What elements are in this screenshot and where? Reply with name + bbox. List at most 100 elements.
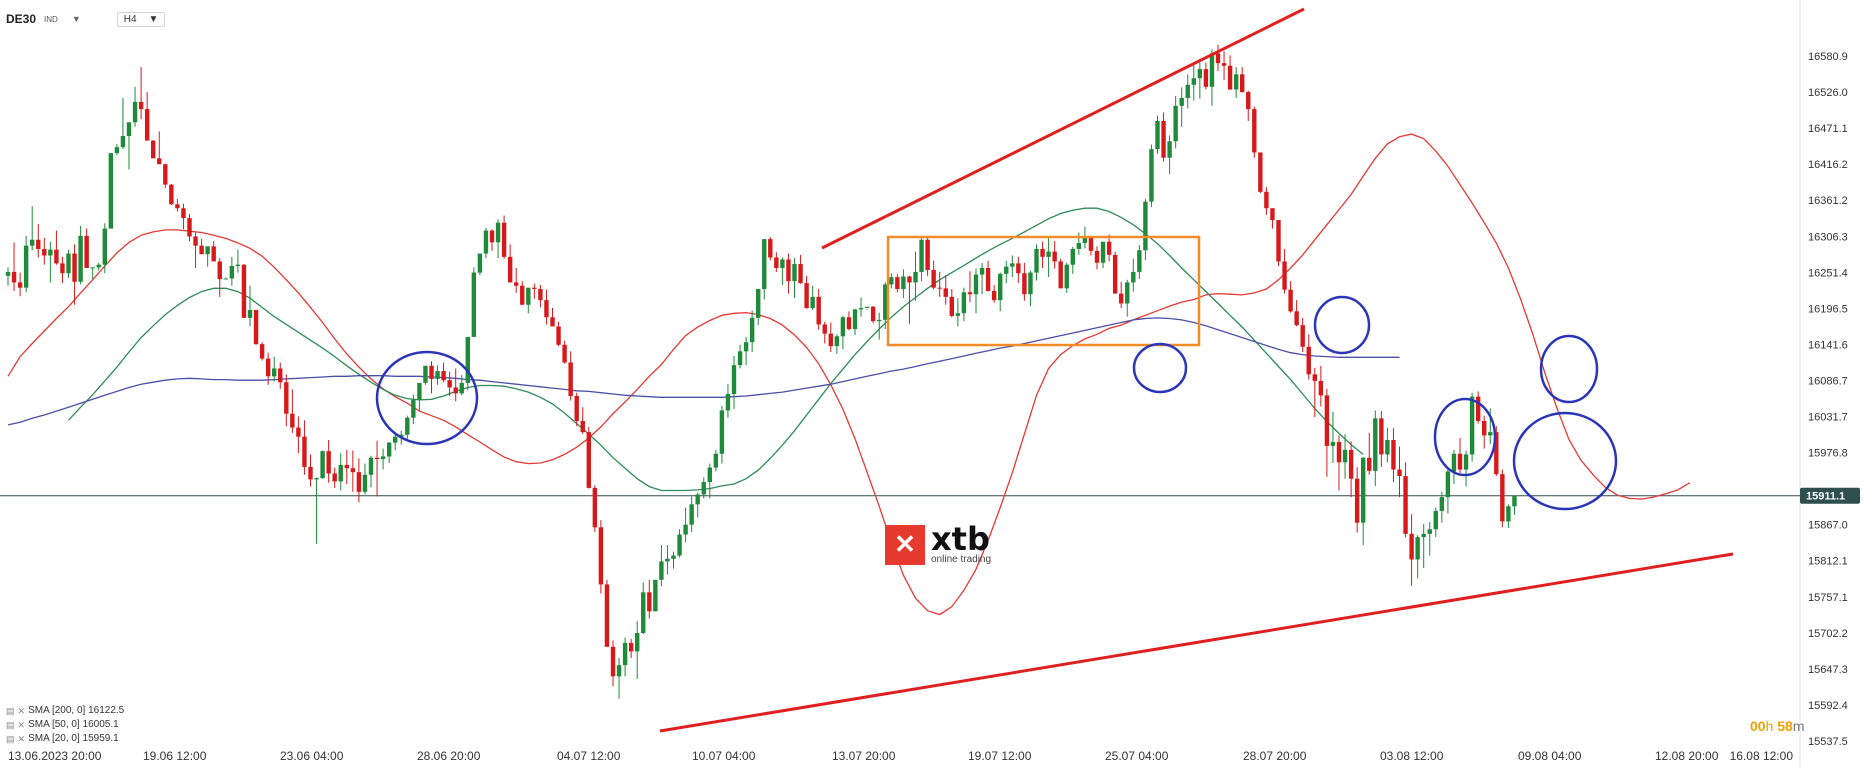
settings-icon[interactable]: ▤: [6, 706, 15, 716]
candle-body: [126, 122, 132, 137]
candle-body: [1294, 311, 1299, 326]
upper-trendline: [821, 7, 1305, 250]
candle-body: [386, 442, 392, 457]
candle-body: [1258, 152, 1263, 192]
candle-body: [616, 665, 622, 677]
candle-body: [798, 264, 803, 284]
candle-body: [1361, 457, 1366, 523]
close-icon[interactable]: ✕: [17, 706, 26, 716]
y-tick-label: 15592.4: [1808, 700, 1848, 712]
candle-body: [1088, 237, 1094, 251]
lower-trendline: [659, 552, 1734, 733]
x-tick-label: 03.08 12:00: [1380, 749, 1444, 763]
settings-icon[interactable]: ▤: [6, 720, 15, 730]
candle-body: [90, 267, 95, 269]
candle-body: [1282, 261, 1287, 290]
legend-label: SMA [200, 0] 16122.5: [28, 705, 125, 716]
xtb-logo: ✕ xtb online trading: [885, 523, 991, 565]
candle-body: [453, 387, 458, 394]
candle-body: [532, 287, 537, 289]
legend-item-sma200[interactable]: ▤ ✕ SMA [200, 0] 16122.5: [6, 704, 124, 718]
candle-body: [870, 306, 876, 322]
candle-body: [768, 239, 773, 258]
candle-body: [302, 436, 307, 467]
legend-label: SMA [50, 0] 16005.1: [28, 719, 119, 730]
candle-body: [943, 288, 948, 297]
highlight-circle: [375, 350, 479, 446]
close-icon[interactable]: ✕: [17, 734, 26, 744]
candle-body: [66, 253, 71, 274]
symbol-label[interactable]: DE30: [6, 12, 37, 26]
candle-body: [114, 147, 120, 154]
candle-body: [78, 235, 83, 282]
candle-body: [689, 504, 694, 525]
candle-body: [991, 290, 997, 301]
candle-body: [792, 264, 797, 282]
settings-icon[interactable]: ▤: [6, 734, 15, 744]
candle-body: [60, 263, 65, 274]
candle-body: [1022, 273, 1027, 295]
candle-body: [659, 561, 664, 580]
candle-body: [780, 259, 785, 268]
candle-body: [1233, 74, 1239, 90]
candle-body: [11, 271, 17, 283]
candle-body: [1367, 457, 1372, 471]
candle-body: [1185, 84, 1190, 98]
candle-body: [858, 308, 864, 310]
candle-body: [1451, 453, 1457, 472]
candle-body: [919, 239, 924, 272]
candle-body: [1058, 261, 1063, 289]
y-tick-label: 15537.5: [1808, 736, 1848, 748]
candle-body: [157, 158, 162, 165]
candle-body: [393, 436, 398, 443]
x-tick-label: 12.08 20:00: [1655, 749, 1719, 763]
candle-body: [816, 296, 821, 325]
highlight-circle: [1433, 397, 1497, 477]
candle-body: [102, 228, 107, 265]
close-icon[interactable]: ✕: [17, 720, 26, 730]
candle-body: [731, 365, 737, 395]
candle-body: [193, 236, 198, 246]
legend-item-sma20[interactable]: ▤ ✕ SMA [20, 0] 15959.1: [6, 732, 124, 746]
xtb-logo-mark: ✕: [885, 524, 925, 565]
candle-body: [786, 259, 791, 282]
timeframe-dropdown-icon[interactable]: ▼: [148, 13, 159, 25]
candle-body: [931, 269, 936, 288]
timer-minutes-unit: m: [1792, 718, 1805, 734]
candle-body: [1070, 248, 1075, 265]
candle-body: [544, 300, 549, 318]
candle-body: [471, 272, 477, 337]
candle-body: [913, 271, 918, 283]
highlight-circle: [1313, 295, 1371, 355]
candle-body: [961, 292, 967, 314]
candle-body: [326, 451, 331, 474]
candle-body: [1016, 263, 1021, 274]
y-tick-label: 16526.0: [1808, 87, 1848, 99]
candle-body: [737, 351, 743, 366]
candle-body: [296, 427, 301, 437]
y-tick-label: 16196.5: [1808, 303, 1848, 315]
candle-body: [1379, 418, 1384, 455]
candle-body: [151, 140, 156, 159]
candle-body: [477, 253, 483, 273]
candle-body: [380, 456, 386, 460]
legend-item-sma50[interactable]: ▤ ✕ SMA [50, 0] 16005.1: [6, 718, 124, 732]
symbol-dropdown-icon[interactable]: ▼: [71, 14, 81, 24]
candle-body: [36, 239, 41, 249]
x-tick-label: 28.06 20:00: [417, 749, 481, 763]
candle-body: [217, 261, 222, 280]
candle-body: [822, 324, 827, 334]
candle-body: [54, 249, 59, 264]
candle-body: [925, 239, 930, 270]
candle-body: [42, 248, 47, 256]
candle-body: [1482, 420, 1487, 436]
y-tick-label: 15976.8: [1808, 448, 1848, 460]
y-tick-label: 16416.2: [1808, 159, 1848, 171]
candle-body: [774, 257, 779, 268]
xtb-logo-text: xtb online trading: [931, 523, 991, 565]
timeframe-select[interactable]: H4 ▼: [116, 11, 166, 27]
candle-body: [1445, 471, 1451, 498]
candle-body: [423, 365, 428, 383]
